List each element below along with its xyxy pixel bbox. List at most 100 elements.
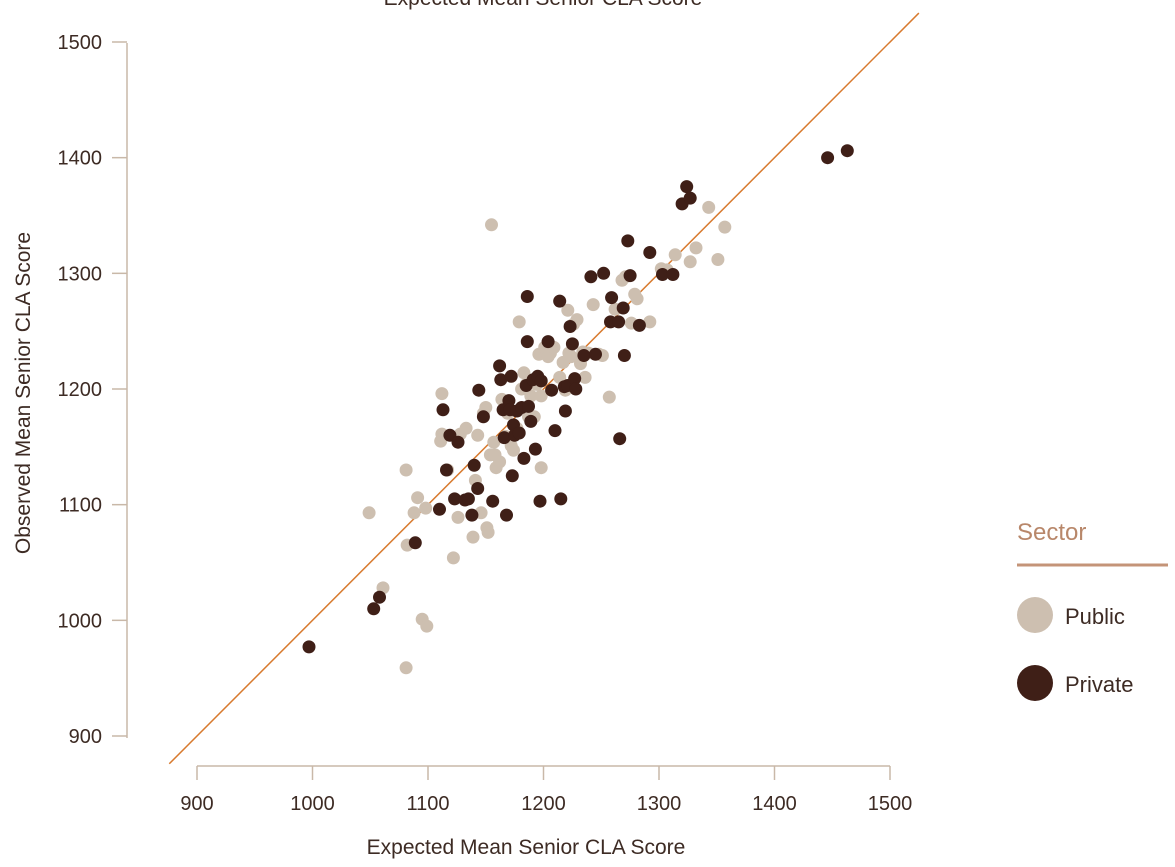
point-public (471, 428, 485, 442)
y-tick-label: 1300 (58, 263, 103, 285)
point-private (617, 349, 631, 362)
point-private (494, 373, 508, 387)
point-public (602, 390, 616, 404)
point-public (399, 463, 413, 477)
point-private (548, 424, 562, 438)
point-private (563, 320, 577, 333)
point-public (702, 200, 716, 214)
point-private (821, 151, 835, 165)
point-private (476, 410, 490, 424)
y-tick-label: 1500 (58, 32, 103, 54)
point-public (399, 661, 413, 675)
x-tick-label: 1100 (406, 793, 449, 815)
point-private (373, 590, 386, 604)
point-public (435, 387, 449, 401)
x-axis-ticks: 900 1000 1100 1200 1300 1400 1500 (180, 766, 912, 815)
point-public (643, 315, 657, 329)
x-tick-label: 1500 (868, 793, 913, 815)
point-public (564, 350, 578, 364)
point-public (630, 292, 644, 306)
point-private (534, 374, 548, 388)
point-private (461, 492, 475, 506)
x-tick-label: 1400 (752, 793, 797, 815)
point-public (517, 366, 531, 380)
point-public (407, 506, 421, 520)
point-private (584, 270, 598, 284)
point-private (554, 492, 568, 506)
point-private (683, 191, 697, 205)
y-tick-label: 1000 (58, 610, 103, 632)
point-private (589, 347, 602, 361)
point-private (528, 442, 542, 456)
x-tick-label: 1000 (290, 793, 335, 815)
point-public (362, 506, 376, 520)
point-public (668, 248, 682, 262)
point-private (433, 502, 446, 516)
point-private (522, 399, 535, 413)
point-private (472, 383, 486, 397)
point-public (485, 218, 498, 232)
point-private (505, 469, 519, 483)
point-public (487, 435, 501, 449)
point-public (411, 491, 425, 505)
point-private (451, 435, 465, 449)
point-private (623, 269, 637, 283)
y-tick-label: 1200 (58, 379, 103, 401)
point-private (467, 458, 481, 472)
point-private (666, 268, 680, 281)
point-public (466, 530, 480, 544)
point-private (632, 318, 646, 332)
point-public (718, 220, 732, 234)
point-public (451, 510, 465, 524)
point-private (520, 290, 534, 303)
point-private (616, 301, 630, 315)
point-private (577, 349, 591, 362)
y-tick-label: 1400 (58, 148, 103, 170)
point-private (621, 234, 635, 248)
point-private (408, 536, 422, 550)
legend-label-public: Public (1065, 604, 1125, 629)
x-tick-label: 900 (180, 793, 213, 815)
point-private (465, 508, 479, 522)
point-private (605, 291, 619, 305)
point-public (420, 619, 434, 633)
point-private (497, 431, 511, 445)
x-tick-label: 1300 (637, 793, 682, 815)
point-public (578, 370, 592, 384)
reference-line (168, 12, 920, 765)
chart-title: Expected Mean Senior CLA Score (384, 0, 703, 10)
legend: Sector Public Private (1017, 519, 1168, 701)
point-private (517, 451, 531, 465)
legend-swatch-public (1017, 597, 1053, 633)
y-tick-label: 1100 (59, 495, 102, 517)
point-private (493, 359, 507, 373)
point-public (586, 298, 600, 312)
point-public (689, 241, 703, 255)
point-private (680, 180, 694, 194)
point-private (613, 432, 627, 446)
point-private (597, 266, 611, 280)
point-private (367, 602, 381, 616)
point-public (419, 501, 433, 515)
point-public (524, 389, 538, 403)
y-axis-ticks: 900 1000 1100 1200 1300 1400 1500 (58, 32, 127, 748)
point-private (520, 335, 534, 349)
point-private (840, 144, 854, 158)
point-private (512, 426, 526, 440)
point-private (553, 294, 567, 308)
legend-label-private: Private (1065, 672, 1133, 697)
point-private (440, 463, 453, 477)
point-private (448, 492, 462, 506)
x-tick-label: 1200 (521, 793, 566, 815)
point-private (656, 268, 669, 281)
point-private (436, 403, 450, 417)
point-private (565, 337, 579, 351)
point-private (612, 315, 626, 329)
point-private (545, 383, 559, 397)
point-private (524, 414, 538, 428)
series-private (302, 144, 854, 654)
x-axis-title: Expected Mean Senior CLA Score (367, 836, 686, 859)
point-public (459, 421, 473, 435)
point-public (481, 525, 495, 539)
